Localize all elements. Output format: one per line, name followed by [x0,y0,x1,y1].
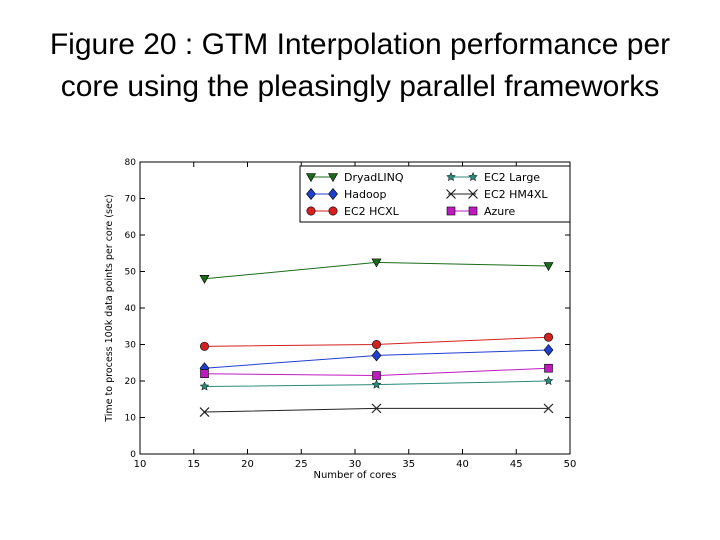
x-tick-label: 30 [349,459,362,470]
legend-marker [468,171,478,182]
legend-marker [306,206,316,216]
x-tick-label: 50 [564,459,577,470]
y-tick-label: 20 [125,377,137,387]
slide-title: Figure 20 : GTM Interpolation performanc… [0,24,720,108]
legend-label: EC2 HCXL [344,205,400,218]
y-tick-label: 30 [125,341,137,351]
y-tick-label: 10 [125,414,137,424]
data-point [199,407,210,417]
data-point [200,369,209,378]
legend-box [299,165,571,223]
legend-marker [446,189,456,199]
legend-label: EC2 HM4XL [484,188,548,201]
data-point [371,258,382,268]
x-tick-label: 25 [295,459,308,470]
data-point [543,332,553,342]
y-axis-label: Time to process 100k data points per cor… [104,194,115,422]
legend-marker [328,188,338,200]
legend-marker [446,206,456,216]
data-point [543,375,554,386]
legend-label: Azure [484,205,516,218]
data-point [543,403,554,414]
data-point [371,403,382,414]
data-point [371,340,381,350]
slide-title-line-1: Figure 20 : GTM Interpolation performanc… [49,28,671,61]
legend-label: EC2 Large [484,171,540,184]
legend-marker [305,173,317,183]
x-tick-label: 15 [187,459,200,470]
y-tick-label: 50 [125,268,137,278]
legend-label: Hadoop [344,188,386,201]
x-tick-label: 40 [456,459,469,470]
data-point [543,344,554,356]
y-tick-label: 80 [125,158,137,168]
slide-title-line-2: core using the pleasingly parallel frame… [60,70,660,103]
x-axis-label: Number of cores [313,470,396,481]
y-tick-label: 40 [125,304,137,314]
y-tick-label: 0 [130,450,136,460]
x-tick-label: 45 [510,459,523,470]
data-point [371,379,382,389]
legend-marker [328,206,338,216]
x-tick-label: 35 [402,459,415,470]
data-point [199,381,210,391]
legend-marker [468,189,478,199]
data-point [372,371,381,380]
data-point [543,262,554,272]
data-point [200,341,210,351]
data-point [371,349,382,362]
legend-marker [468,206,478,216]
data-point [544,363,553,373]
y-tick-label: 60 [125,231,137,241]
legend-marker [446,171,456,182]
data-point [199,275,210,284]
x-tick-label: 10 [134,459,147,470]
legend-marker [327,173,339,183]
x-tick-label: 20 [241,459,254,470]
legend-marker [306,188,316,200]
y-tick-label: 70 [125,195,137,205]
legend-label: DryadLINQ [344,171,404,184]
